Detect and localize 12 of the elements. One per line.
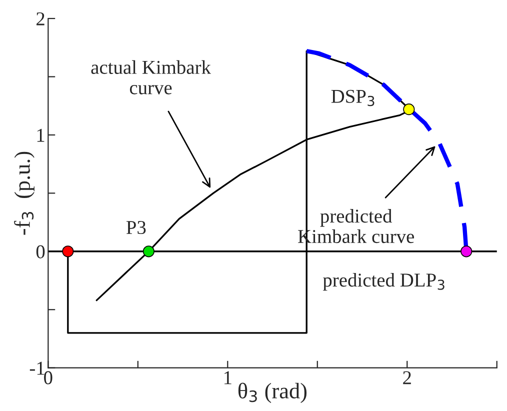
x-axis-title: θ$_{3}$ (rad) bbox=[238, 382, 307, 403]
y-tick-label: 2 bbox=[36, 12, 44, 26]
x-tick-label: 2 bbox=[403, 371, 411, 384]
y-axis-title: -f$_{3}$ (p.u.) bbox=[14, 152, 34, 235]
annotation: DSP$_{3}$ bbox=[331, 90, 374, 106]
y-tick-label: -1 bbox=[30, 362, 44, 375]
y-tick-label: 0 bbox=[36, 245, 45, 258]
annotation: actual Kimbark curve bbox=[91, 60, 211, 94]
annotation: predicted DLP$_{3}$ bbox=[322, 273, 444, 291]
x-tick-label: 1 bbox=[224, 371, 232, 384]
annotation: P3 bbox=[126, 220, 146, 234]
y-tick-label: 1 bbox=[37, 128, 44, 142]
